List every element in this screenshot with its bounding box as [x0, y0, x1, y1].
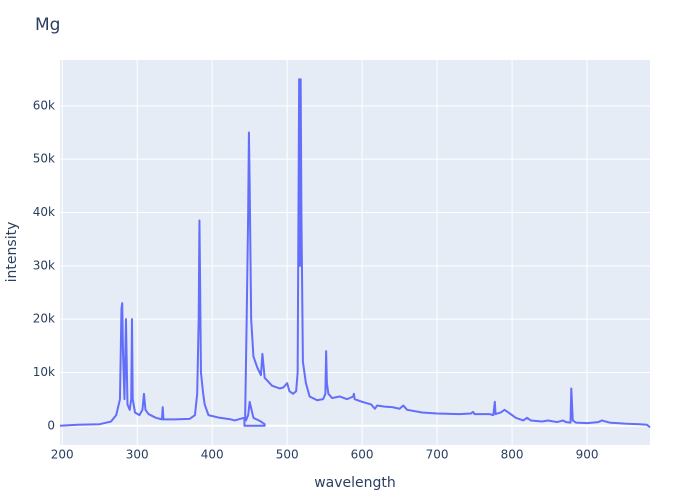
data-line: [59, 78, 651, 429]
x-axis-title: wavelength: [314, 475, 396, 491]
y-tick-label: 40k: [33, 205, 55, 219]
x-tick-label: 800: [501, 448, 524, 462]
x-tick-label: 900: [576, 448, 599, 462]
plot-area: [60, 60, 650, 445]
x-tick-label: 400: [201, 448, 224, 462]
y-tick-label: 10k: [33, 365, 55, 379]
y-tick-label: 20k: [33, 312, 55, 326]
y-tick-label: 60k: [33, 98, 55, 112]
y-axis-title: intensity: [4, 222, 20, 283]
x-tick-label: 600: [351, 448, 374, 462]
chart-title: Mg: [35, 15, 60, 35]
y-tick-label: 50k: [33, 152, 55, 166]
y-tick-label: 0: [47, 418, 55, 432]
x-tick-label: 300: [126, 448, 149, 462]
x-tick-label: 500: [276, 448, 299, 462]
x-tick-label: 200: [51, 448, 74, 462]
x-tick-label: 700: [426, 448, 449, 462]
y-tick-label: 30k: [33, 258, 55, 272]
